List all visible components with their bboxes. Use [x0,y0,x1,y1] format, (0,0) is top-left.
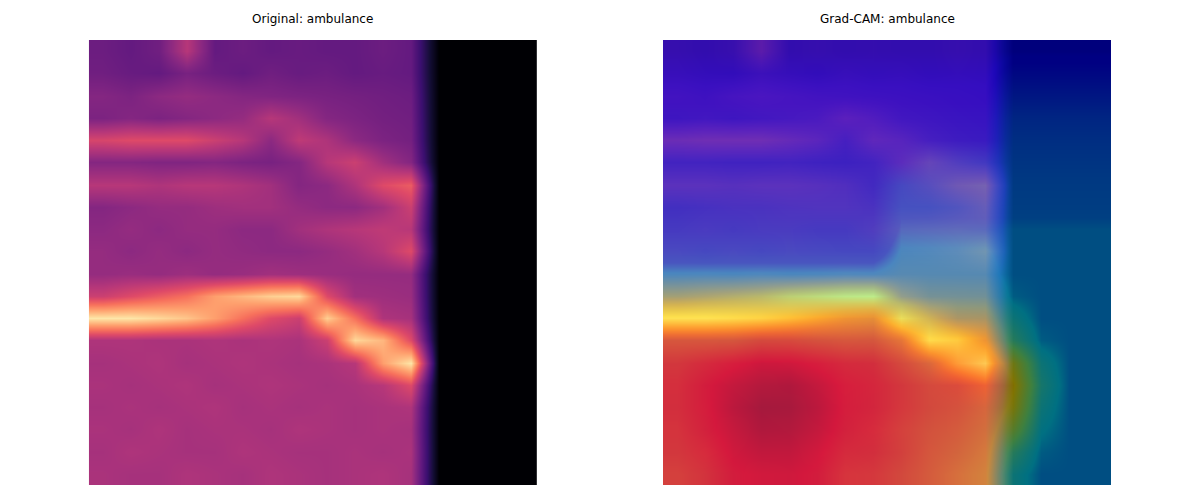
svg-text:Original: ambulance: Original: ambulance [252,12,373,26]
svg-text:Grad-CAM: ambulance: Grad-CAM: ambulance [820,12,955,26]
